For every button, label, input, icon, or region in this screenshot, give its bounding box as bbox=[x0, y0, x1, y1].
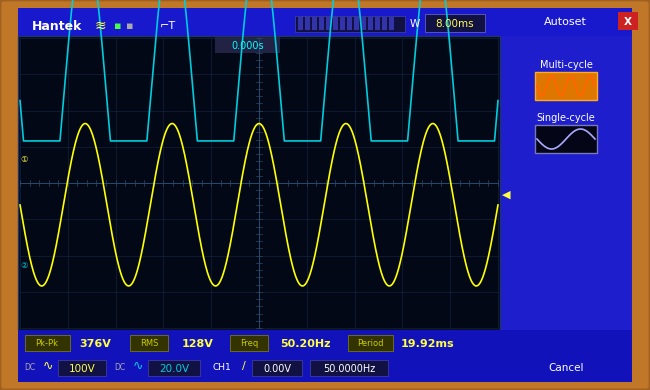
Bar bbox=[375, 17, 380, 30]
Bar bbox=[368, 17, 373, 30]
Text: ∿: ∿ bbox=[133, 360, 143, 372]
Bar bbox=[18, 8, 632, 36]
Text: 50.0000Hz: 50.0000Hz bbox=[323, 364, 375, 374]
Bar bbox=[326, 17, 331, 30]
Bar bbox=[354, 17, 359, 30]
Text: Pk-Pk: Pk-Pk bbox=[36, 340, 58, 349]
Bar bbox=[389, 17, 394, 30]
Text: X: X bbox=[624, 17, 632, 27]
Text: Freq: Freq bbox=[240, 340, 258, 349]
Bar bbox=[25, 335, 70, 351]
Text: 0.00V: 0.00V bbox=[263, 364, 291, 374]
Bar bbox=[333, 17, 338, 30]
Bar bbox=[535, 125, 597, 153]
Bar bbox=[361, 17, 366, 30]
Bar bbox=[618, 12, 638, 30]
Bar bbox=[305, 17, 310, 30]
Text: ①: ① bbox=[20, 156, 27, 165]
Text: Autoset: Autoset bbox=[543, 17, 586, 27]
Bar bbox=[382, 17, 387, 30]
Text: DC: DC bbox=[114, 363, 125, 372]
Text: DC: DC bbox=[25, 363, 36, 372]
Text: ∿: ∿ bbox=[43, 360, 53, 372]
Bar bbox=[130, 335, 168, 351]
Bar bbox=[252, 360, 302, 376]
Text: ⌐T: ⌐T bbox=[160, 21, 176, 31]
Bar bbox=[535, 72, 597, 100]
Text: Hantek: Hantek bbox=[32, 20, 83, 32]
Bar bbox=[215, 37, 280, 53]
Bar bbox=[298, 17, 303, 30]
Text: Multi-cycle: Multi-cycle bbox=[540, 60, 592, 70]
Bar bbox=[310, 360, 388, 376]
Text: 20.0V: 20.0V bbox=[159, 364, 189, 374]
Bar bbox=[295, 16, 405, 32]
Text: 50.20Hz: 50.20Hz bbox=[280, 339, 330, 349]
Bar bbox=[18, 36, 500, 330]
Text: 0.000s: 0.000s bbox=[231, 41, 265, 51]
Bar bbox=[347, 17, 352, 30]
Text: ◀: ◀ bbox=[502, 190, 510, 200]
Bar bbox=[312, 17, 317, 30]
Bar bbox=[18, 330, 632, 382]
Text: Single-cycle: Single-cycle bbox=[537, 113, 595, 123]
Text: 19.92ms: 19.92ms bbox=[401, 339, 455, 349]
Bar bbox=[340, 17, 345, 30]
Text: ▪: ▪ bbox=[126, 21, 134, 31]
Text: 100V: 100V bbox=[69, 364, 96, 374]
Text: Period: Period bbox=[357, 340, 384, 349]
Text: W: W bbox=[410, 19, 420, 29]
Text: Cancel: Cancel bbox=[548, 363, 584, 373]
Text: RMS: RMS bbox=[140, 340, 158, 349]
Bar bbox=[425, 14, 485, 32]
Bar bbox=[501, 36, 632, 330]
Text: 128V: 128V bbox=[182, 339, 214, 349]
Text: 376V: 376V bbox=[79, 339, 111, 349]
Text: ▪: ▪ bbox=[114, 21, 122, 31]
Text: 8.00ms: 8.00ms bbox=[436, 19, 474, 29]
Bar bbox=[230, 335, 268, 351]
Text: ≋: ≋ bbox=[94, 19, 106, 33]
Bar bbox=[319, 17, 324, 30]
Bar bbox=[348, 335, 393, 351]
Bar bbox=[148, 360, 200, 376]
Bar bbox=[58, 360, 106, 376]
Text: /: / bbox=[242, 361, 246, 371]
Text: CH1: CH1 bbox=[213, 363, 231, 372]
Text: ②: ② bbox=[20, 261, 27, 269]
